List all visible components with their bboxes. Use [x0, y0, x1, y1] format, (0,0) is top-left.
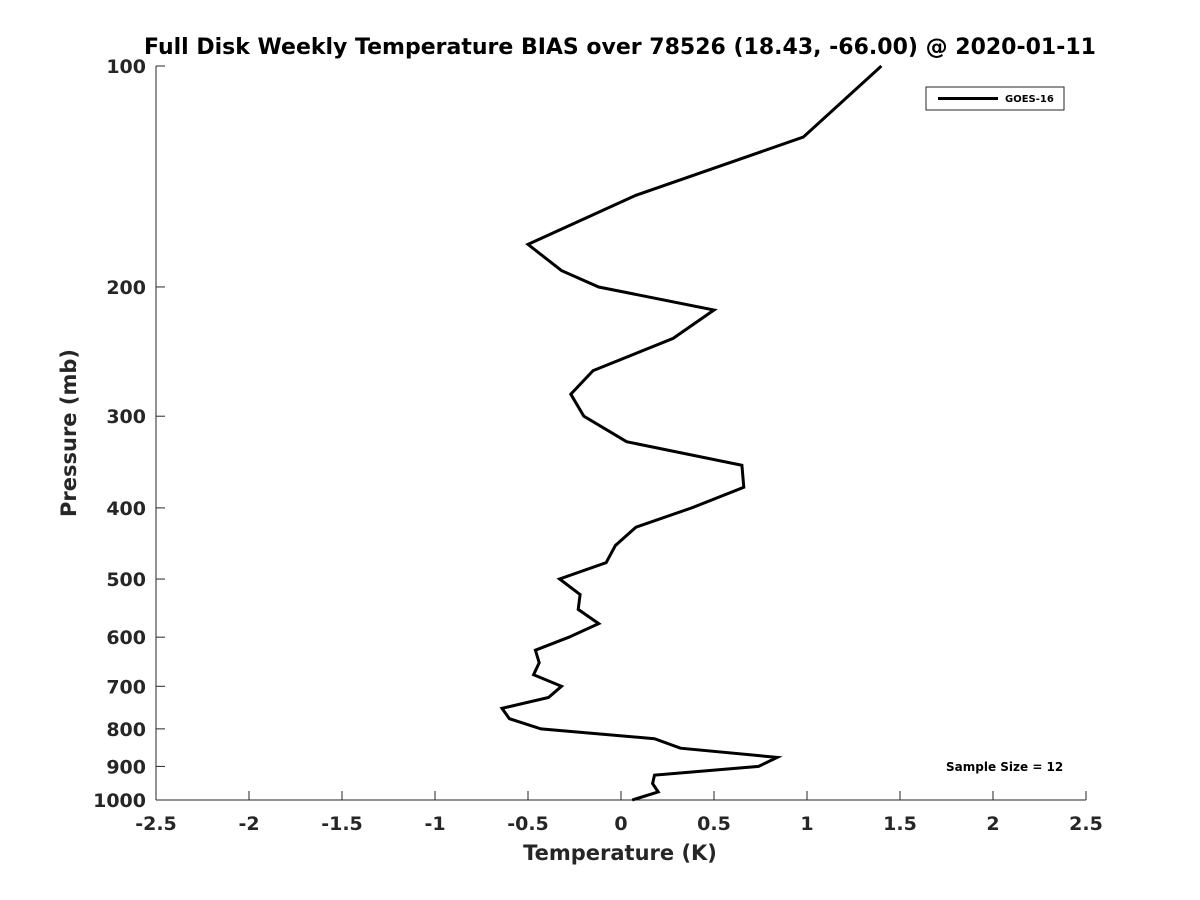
- y-tick-label: 400: [106, 498, 146, 520]
- x-tick-label: -1: [424, 813, 445, 835]
- x-tick-label: 2: [986, 813, 999, 835]
- x-tick-label: 1: [800, 813, 813, 835]
- x-axis-label: Temperature (K): [523, 841, 717, 865]
- y-tick-label: 300: [106, 406, 146, 428]
- x-tick-label: -2: [238, 813, 259, 835]
- axes: [155, 66, 1086, 801]
- y-tick-label: 600: [106, 627, 146, 649]
- x-ticks: -2.5 -2 -1.5 -1 -0.5 0 0.5 1 1.5 2 2.5: [135, 791, 1103, 835]
- x-tick-label: -2.5: [135, 813, 177, 835]
- x-tick-label: -1.5: [321, 813, 363, 835]
- y-tick-label: 500: [106, 569, 146, 591]
- y-tick-label: 100: [106, 56, 146, 78]
- y-axis-label: Pressure (mb): [57, 349, 81, 517]
- y-tick-label: 700: [106, 676, 146, 698]
- legend: GOES-16: [925, 86, 1065, 111]
- x-tick-label: 1.5: [883, 813, 917, 835]
- x-tick-label: 0: [614, 813, 627, 835]
- y-tick-label: 800: [106, 719, 146, 741]
- series-layer: [499, 64, 883, 802]
- sample-size-annotation: Sample Size = 12: [946, 760, 1063, 774]
- chart-title: Full Disk Weekly Temperature BIAS over 7…: [144, 35, 1096, 60]
- x-tick-label: 0.5: [697, 813, 731, 835]
- x-tick-label: -0.5: [507, 813, 549, 835]
- y-tick-label: 1000: [93, 790, 146, 812]
- y-tick-label: 900: [106, 756, 146, 778]
- y-tick-label: 200: [106, 277, 146, 299]
- series-line-goes-16: [499, 64, 883, 802]
- legend-label-goes-16: GOES-16: [1005, 94, 1054, 105]
- y-ticks: 100 200 300 400 500 600 700 800 900 1000: [93, 56, 165, 812]
- x-tick-label: 2.5: [1069, 813, 1103, 835]
